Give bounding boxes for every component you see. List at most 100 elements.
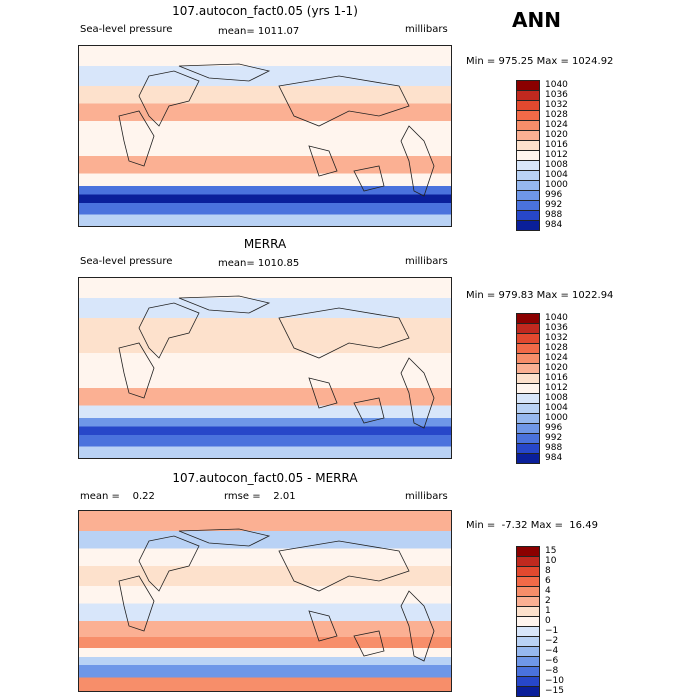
colorbar-tick-label: 10 bbox=[545, 556, 557, 566]
pressure-band bbox=[79, 426, 451, 436]
pressure-band bbox=[79, 566, 451, 587]
coastline bbox=[308, 610, 338, 642]
pressure-band bbox=[79, 548, 451, 567]
coastline bbox=[400, 125, 435, 197]
colorbar-tick-label: 992 bbox=[545, 433, 563, 443]
colorbar-tick-label: 1016 bbox=[545, 373, 568, 383]
colorbar-tick-label: −2 bbox=[545, 636, 559, 646]
colorbar-tick-label: 1012 bbox=[545, 150, 568, 160]
colorbar-tick-label: 4 bbox=[545, 586, 551, 596]
coastline bbox=[278, 540, 410, 592]
pressure-band bbox=[79, 370, 451, 389]
pressure-band bbox=[79, 203, 451, 215]
colorbar-tick-label: 984 bbox=[545, 220, 563, 230]
colorbar-tick-label: 1008 bbox=[545, 160, 568, 170]
colorbar-tick-label: 1004 bbox=[545, 170, 568, 180]
pressure-band bbox=[79, 665, 451, 678]
min-max-label: Min = -7.32 Max = 16.49 bbox=[466, 520, 598, 531]
units-label: millibars bbox=[405, 24, 448, 35]
pressure-band bbox=[79, 46, 451, 67]
pressure-band bbox=[79, 318, 451, 336]
colorbar-tick-label: 1012 bbox=[545, 383, 568, 393]
panel-title: 107.autocon_fact0.05 - MERRA bbox=[172, 471, 358, 485]
colorbar-tick-label: 1020 bbox=[545, 363, 568, 373]
variable-label: Sea-level pressure bbox=[80, 24, 173, 35]
colorbar-tick-label: 988 bbox=[545, 210, 563, 220]
colorbar-tick-label: 1040 bbox=[545, 80, 568, 90]
colorbar-tick-label: 1000 bbox=[545, 413, 568, 423]
colorbar-tick-label: −1 bbox=[545, 626, 559, 636]
pressure-band bbox=[79, 66, 451, 87]
coastline bbox=[118, 342, 155, 399]
colorbar-tick-label: 996 bbox=[545, 423, 563, 433]
colorbar-tick-label: 2 bbox=[545, 596, 551, 606]
pressure-band bbox=[79, 435, 451, 447]
colorbar-tick-label: 1020 bbox=[545, 130, 568, 140]
colorbar-tick-label: 1008 bbox=[545, 393, 568, 403]
mean-label: mean= 1011.07 bbox=[218, 26, 300, 37]
map-plot bbox=[78, 510, 452, 692]
colorbar-tick-label: 8 bbox=[545, 566, 551, 576]
pressure-band bbox=[79, 103, 451, 122]
pressure-band bbox=[79, 335, 451, 354]
pressure-band bbox=[79, 531, 451, 549]
pressure-band bbox=[79, 298, 451, 319]
coastline bbox=[138, 302, 200, 359]
coastline bbox=[118, 575, 155, 632]
coastline bbox=[308, 145, 338, 177]
coastline bbox=[353, 165, 385, 192]
colorbar-tick-label: 6 bbox=[545, 576, 551, 586]
coastline bbox=[308, 377, 338, 409]
colorbar-tick-label: −6 bbox=[545, 656, 559, 666]
colorbar-tick-label: −4 bbox=[545, 646, 559, 656]
coastline bbox=[278, 307, 410, 359]
season-label: ANN bbox=[512, 8, 561, 32]
colorbar-tick-label: 1028 bbox=[545, 343, 568, 353]
colorbar-tick-label: 996 bbox=[545, 190, 563, 200]
colorbar-tick-label: 15 bbox=[545, 546, 557, 556]
panel-title: MERRA bbox=[243, 237, 287, 251]
pressure-band bbox=[79, 637, 451, 649]
pressure-band bbox=[79, 603, 451, 622]
rmse-label: rmse = 2.01 bbox=[224, 491, 296, 502]
coastline bbox=[138, 70, 200, 127]
pressure-band bbox=[79, 138, 451, 157]
panel-title: 107.autocon_fact0.05 (yrs 1-1) bbox=[172, 4, 358, 18]
pressure-band bbox=[79, 186, 451, 195]
pressure-band bbox=[79, 214, 451, 226]
pressure-band bbox=[79, 278, 451, 299]
pressure-band bbox=[79, 418, 451, 427]
colorbar-tick-label: 1040 bbox=[545, 313, 568, 323]
pressure-band bbox=[79, 86, 451, 104]
coastline bbox=[278, 75, 410, 127]
coastline bbox=[178, 63, 271, 82]
colorbar-tick-label: 988 bbox=[545, 443, 563, 453]
pressure-band bbox=[79, 121, 451, 139]
coastline bbox=[178, 295, 271, 314]
colorbar-tick-label: 1016 bbox=[545, 140, 568, 150]
mean-label: mean= 1010.85 bbox=[218, 258, 300, 269]
map-plot bbox=[78, 277, 452, 459]
variable-label: Sea-level pressure bbox=[80, 256, 173, 267]
coastline bbox=[138, 535, 200, 592]
min-max-label: Min = 975.25 Max = 1024.92 bbox=[466, 56, 614, 67]
coastline bbox=[118, 110, 155, 167]
pressure-band bbox=[79, 657, 451, 666]
units-label: millibars bbox=[405, 491, 448, 502]
colorbar-tick-label: 1004 bbox=[545, 403, 568, 413]
pressure-band bbox=[79, 173, 451, 187]
colorbar-cell bbox=[516, 220, 540, 231]
colorbar-tick-label: 1036 bbox=[545, 90, 568, 100]
coastline bbox=[353, 397, 385, 424]
units-label: millibars bbox=[405, 256, 448, 267]
mean-label: mean = 0.22 bbox=[80, 491, 155, 502]
colorbar-tick-label: 1028 bbox=[545, 110, 568, 120]
pressure-band bbox=[79, 405, 451, 419]
colorbar-tick-label: −10 bbox=[545, 676, 564, 686]
pressure-band bbox=[79, 156, 451, 174]
colorbar-tick-label: −8 bbox=[545, 666, 559, 676]
colorbar-tick-label: 1024 bbox=[545, 353, 568, 363]
colorbar-tick-label: 1032 bbox=[545, 333, 568, 343]
colorbar-tick-label: −15 bbox=[545, 686, 564, 696]
colorbar-tick-label: 1036 bbox=[545, 323, 568, 333]
